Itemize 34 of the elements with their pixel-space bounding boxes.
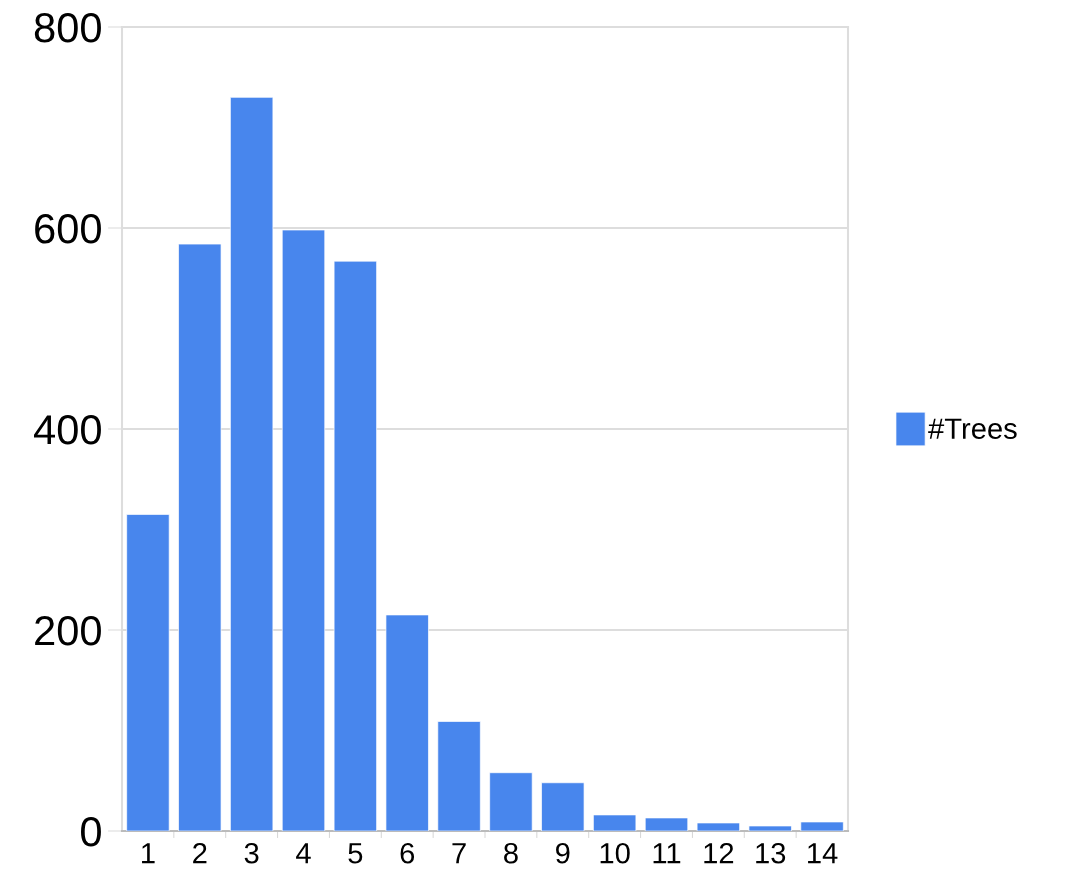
x-tick-label: 11 — [653, 843, 681, 864]
bar — [281, 229, 326, 831]
bar — [644, 817, 689, 831]
bar — [593, 814, 637, 831]
bar — [230, 97, 274, 831]
x-tick-label: 2 — [193, 842, 207, 864]
bar — [800, 821, 844, 831]
x-tick-label: 13 — [756, 842, 786, 864]
x-tick-label: 10 — [600, 842, 630, 864]
x-tick-label: 6 — [400, 842, 415, 864]
y-tick-label: 400 — [34, 415, 101, 445]
bar — [541, 782, 585, 831]
bar — [696, 822, 740, 831]
bar — [748, 825, 792, 831]
x-tick-label: 5 — [348, 843, 363, 864]
bar — [437, 721, 481, 831]
x-tick-label: 1 — [142, 843, 155, 864]
legend-label: #Trees — [928, 418, 1017, 439]
bar — [178, 243, 222, 831]
y-tick-label: 0 — [81, 817, 101, 847]
bar — [126, 514, 170, 831]
x-tick-label: 3 — [244, 842, 259, 864]
bar — [489, 772, 533, 831]
y-tick-label: 600 — [35, 214, 101, 244]
bar — [333, 260, 377, 831]
y-tick-label: 200 — [35, 616, 101, 646]
x-tick-label: 14 — [808, 843, 838, 864]
x-tick-label: 4 — [296, 843, 311, 864]
x-tick-label: 12 — [704, 842, 734, 864]
x-tick-label: 9 — [556, 842, 570, 864]
bar — [385, 614, 429, 831]
x-tick-label: 8 — [504, 842, 518, 864]
y-tick-label: 800 — [34, 13, 101, 43]
x-tick-label: 7 — [452, 843, 466, 864]
